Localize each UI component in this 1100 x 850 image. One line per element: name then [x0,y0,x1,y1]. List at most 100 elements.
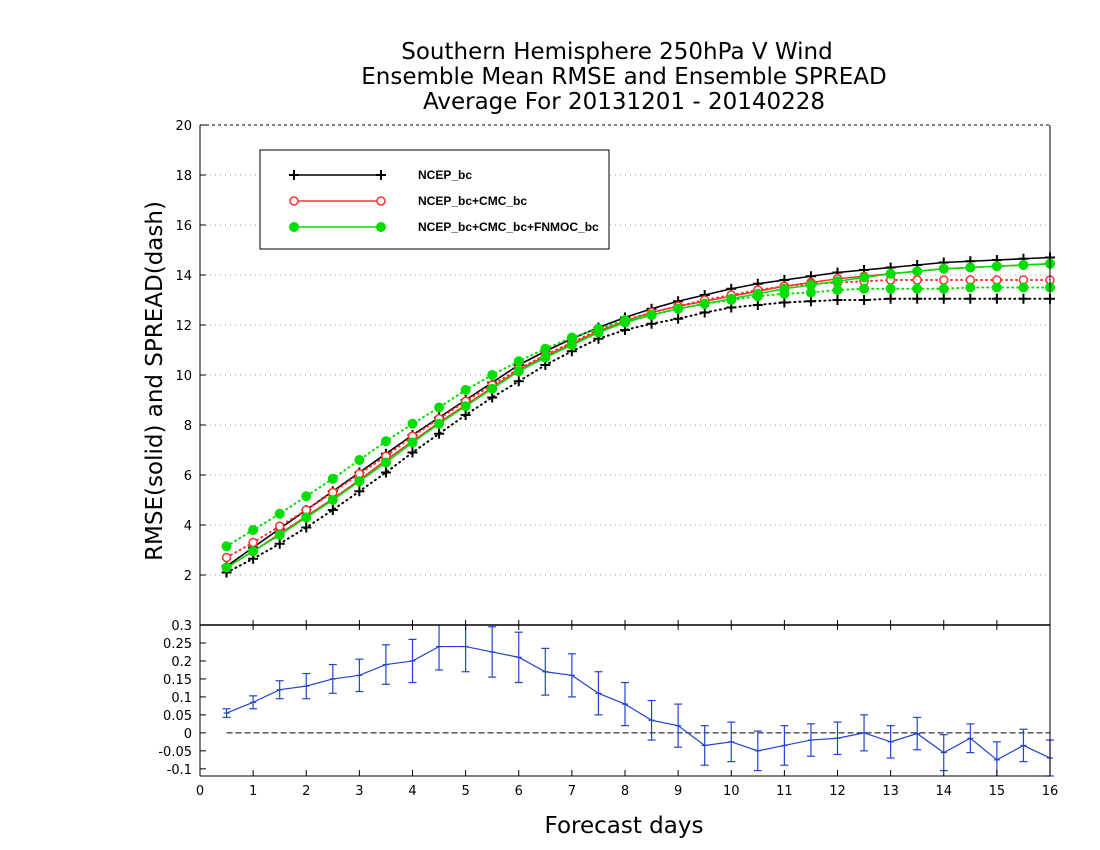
y-tick-label: 0.1 [171,691,192,706]
data-point [380,457,391,468]
y-tick-label: 8 [184,419,192,434]
data-point [248,537,258,548]
x-tick-label: 8 [621,784,629,799]
data-point [912,275,922,285]
chart-title: Southern Hemisphere 250hPa V Wind Ensemb… [361,39,886,115]
data-point [1018,282,1029,293]
data-point [274,530,285,540]
y-tick-label: 4 [184,519,192,534]
data-point [540,352,551,363]
legend-item: NCEP_bc [289,168,472,182]
y-tick-label: -0.05 [158,745,192,760]
series-0 [221,252,1055,578]
data-point [434,402,445,413]
title-line-2: Ensemble Mean RMSE and Ensemble SPREAD [361,64,886,90]
x-tick-label: 4 [408,784,416,799]
legend-items: NCEP_bc NCEP_bc+CMC_bc NCEP_bc+CMC_bc+FNMO… [289,168,599,234]
y-tick-label: 0.3 [171,619,192,634]
top-panel-y-ticks: 2 4 6 8 10 12 14 16 18 20 [175,119,206,584]
y-tick-label: 0.15 [163,673,192,688]
data-point [540,343,551,354]
y-tick-label: 18 [175,169,192,184]
data-point [885,283,896,294]
data-point [885,268,896,279]
x-tick-label: 15 [989,784,1006,799]
x-tick-label: 0 [196,784,204,799]
rmse-line [226,262,1051,569]
data-point [289,222,299,232]
data-point [248,525,259,535]
data-point [487,370,498,380]
data-point [274,521,285,531]
data-point [301,491,312,502]
data-point [832,285,843,295]
x-tick-label: 7 [568,784,576,799]
data-point [434,418,445,429]
series-2 [221,258,1055,573]
data-point [487,383,498,394]
data-point [859,272,870,283]
data-point [673,303,684,314]
bottom-panel-y-ticks: -0.1 -0.05 0 0.05 0.1 0.15 0.2 0.25 0.3 [158,619,206,778]
spread-line [225,279,1051,559]
data-point [407,437,418,448]
data-point [327,495,338,505]
data-point [289,196,299,206]
y-tick-label: 0.25 [163,637,192,652]
data-point [593,323,604,334]
legend-label: NCEP_bc [418,168,472,182]
bottom-panel-series [222,625,1054,777]
data-point [726,295,737,305]
difference-line [226,645,1051,761]
data-point [513,356,524,367]
x-tick-label: 13 [882,784,899,799]
data-point [460,385,471,395]
x-tick-label: 6 [515,784,523,799]
data-point [407,418,418,429]
x-axis-ticks: 0 1 2 3 4 5 6 7 8 9 10 11 12 13 14 15 16 [196,620,1058,799]
data-point [354,455,365,465]
data-point [221,552,232,563]
y-tick-label: 16 [175,219,192,234]
y-tick-label: 6 [184,469,192,484]
x-tick-label: 5 [461,784,469,799]
data-point [354,476,365,487]
y-axis-label: RMSE(solid) and SPREAD(dash) [142,201,168,561]
y-tick-label: 0 [184,727,192,742]
data-point [805,287,816,298]
data-point [274,508,285,519]
data-point [832,276,843,287]
y-tick-label: 2 [184,569,192,584]
legend-item: NCEP_bc+CMC_bc [289,194,527,208]
data-point [779,288,790,299]
rmse-line [226,262,1051,569]
data-point [1018,260,1029,270]
title-line-3: Average For 20131201 - 20140228 [423,89,825,115]
rmse-line [226,256,1051,567]
x-axis-label: Forecast days [545,813,704,839]
series-1 [221,259,1055,573]
y-tick-label: 14 [175,269,192,284]
data-point [566,332,577,343]
data-point [301,512,312,523]
y-tick-label: 0.2 [171,655,192,670]
y-tick-label: 20 [175,119,192,134]
data-point [620,315,630,325]
x-tick-label: 2 [302,784,310,799]
data-point [699,298,710,309]
data-point [221,562,232,573]
x-tick-label: 10 [723,784,740,799]
data-point [912,283,923,294]
data-point [376,196,386,206]
y-tick-label: 10 [175,369,192,384]
data-point [646,310,657,320]
x-tick-label: 11 [776,784,793,799]
data-point [221,541,232,552]
data-point [965,282,976,293]
data-point [938,283,949,294]
data-point [991,282,1002,293]
spread-line [225,297,1051,574]
title-line-1: Southern Hemisphere 250hPa V Wind [401,39,832,65]
data-point [376,222,386,232]
